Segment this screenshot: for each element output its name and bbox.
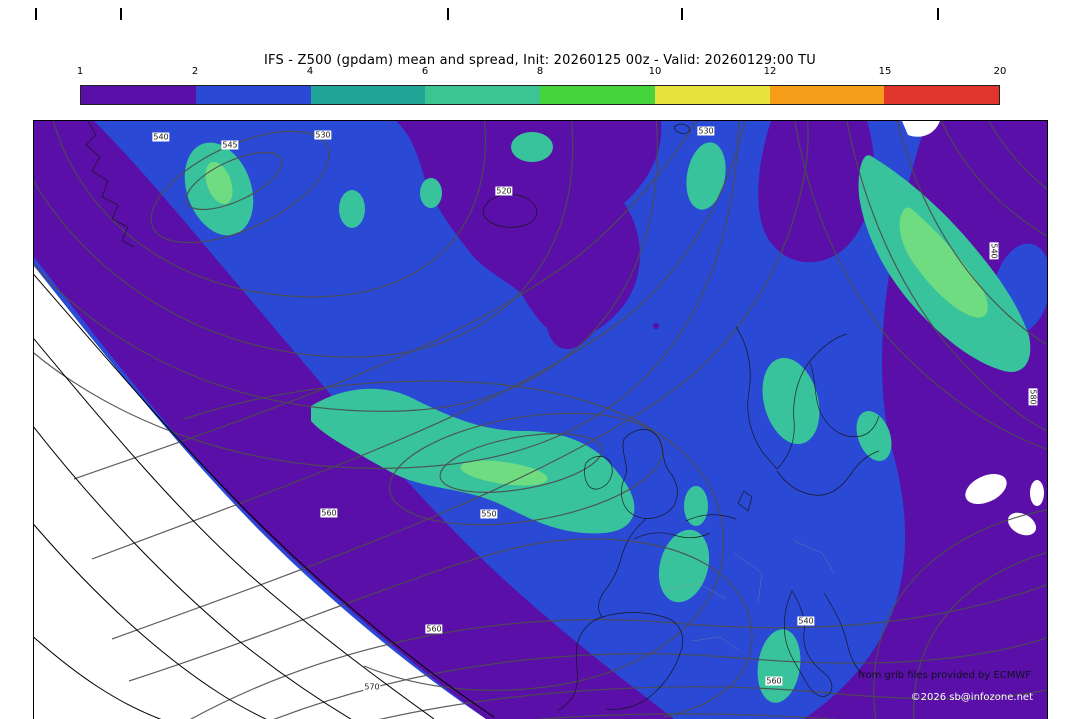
frame-tick bbox=[35, 8, 37, 20]
ireland-coast bbox=[584, 456, 613, 490]
nodata-lake bbox=[1030, 480, 1044, 506]
baltic-coast bbox=[776, 450, 880, 496]
frame-tick bbox=[937, 8, 939, 20]
iceland-coast bbox=[482, 194, 538, 228]
colorbar-segment bbox=[884, 86, 999, 104]
frame-tick bbox=[681, 8, 683, 20]
denmark-coast bbox=[737, 490, 753, 512]
iberia-coast bbox=[601, 612, 684, 710]
colorbar-segment bbox=[425, 86, 540, 104]
norway-coast bbox=[735, 326, 848, 470]
channel-coast bbox=[633, 532, 711, 540]
contour-label: 530 bbox=[697, 126, 715, 136]
spread-green-core bbox=[460, 460, 548, 486]
spread-colorbar bbox=[80, 85, 1000, 105]
spread-purple-dot bbox=[653, 323, 659, 329]
svalbard-coast bbox=[673, 123, 691, 134]
contour-label: 560 bbox=[320, 508, 338, 518]
attribution-ecmwf: from grib files provided by ECMWF bbox=[858, 670, 1031, 681]
contour-label: 560 bbox=[425, 624, 443, 634]
spread-green-core bbox=[205, 161, 233, 205]
colorbar-tick-label: 8 bbox=[536, 66, 544, 77]
frame-tick bbox=[447, 8, 449, 20]
contour-label: 580 bbox=[1028, 388, 1038, 406]
spread-teal-patch bbox=[686, 142, 726, 210]
frame-tick bbox=[120, 8, 122, 20]
spread-teal-patch bbox=[658, 529, 710, 603]
colorbar-tick-label: 12 bbox=[763, 66, 777, 77]
attribution-copyright: ©2026 sb@infozone.net bbox=[910, 692, 1033, 703]
colorbar-segment bbox=[654, 86, 770, 104]
contour-label: 540 bbox=[989, 242, 999, 260]
colorbar-tick-label: 15 bbox=[878, 66, 892, 77]
chart-title: IFS - Z500 (gpdam) mean and spread, Init… bbox=[264, 53, 816, 68]
colorbar-tick-label: 1 bbox=[76, 66, 84, 77]
contour-label: 540 bbox=[152, 132, 170, 142]
uk-coast bbox=[621, 429, 678, 519]
contour-label: 560 bbox=[765, 676, 783, 686]
contour-label: 545 bbox=[221, 140, 239, 150]
contour-label: 570 bbox=[363, 682, 381, 692]
colorbar-segment bbox=[769, 86, 885, 104]
nodata-contour-layer bbox=[34, 274, 495, 719]
bothnia-coast bbox=[809, 362, 880, 438]
contour-label: 540 bbox=[797, 616, 815, 626]
spread-purple-band bbox=[34, 121, 674, 719]
italy-coast bbox=[784, 590, 833, 697]
spread-teal-patch bbox=[684, 486, 708, 526]
colorbar-segment bbox=[540, 86, 655, 104]
colorbar-segment bbox=[195, 86, 311, 104]
colorbar-segment bbox=[310, 86, 426, 104]
spread-teal-patch bbox=[511, 132, 553, 162]
spread-teal-patch bbox=[762, 357, 820, 445]
colorbar-tick-label: 2 bbox=[191, 66, 199, 77]
colorbar-segment bbox=[81, 86, 196, 104]
colorbar-tick-label: 10 bbox=[648, 66, 662, 77]
colorbar-tick-label: 6 bbox=[421, 66, 429, 77]
contour-label: 550 bbox=[480, 509, 498, 519]
colorbar-tick-label: 20 bbox=[993, 66, 1007, 77]
northsea-coast bbox=[685, 514, 737, 522]
adriatic-coast bbox=[823, 592, 866, 678]
border-layer bbox=[661, 540, 835, 652]
spread-teal-patch bbox=[420, 178, 442, 208]
spread-teal-patch bbox=[856, 410, 892, 462]
contour-label: 520 bbox=[495, 186, 513, 196]
greenland-coast bbox=[85, 121, 135, 248]
spread-teal-patch bbox=[339, 190, 365, 228]
contour-label: 530 bbox=[314, 130, 332, 140]
nodata-region bbox=[34, 266, 486, 719]
nodata-notch bbox=[902, 121, 940, 137]
colorbar-tick-label: 4 bbox=[306, 66, 314, 77]
nodata-lake bbox=[965, 473, 1007, 505]
spread-fill-layer bbox=[34, 121, 1047, 719]
weather-map-svg bbox=[34, 121, 1047, 719]
colorbar-ticks: 1 2 4 6 8 10 12 15 20 bbox=[76, 66, 1007, 80]
spread-purple-top-right bbox=[758, 121, 875, 263]
spread-green-core-right bbox=[899, 207, 988, 318]
spread-purple-lobe bbox=[545, 242, 613, 350]
coastline-layer bbox=[85, 121, 880, 711]
map-canvas: 540 545 530 520 530 540 560 550 560 570 540 560 580 … bbox=[33, 120, 1048, 719]
